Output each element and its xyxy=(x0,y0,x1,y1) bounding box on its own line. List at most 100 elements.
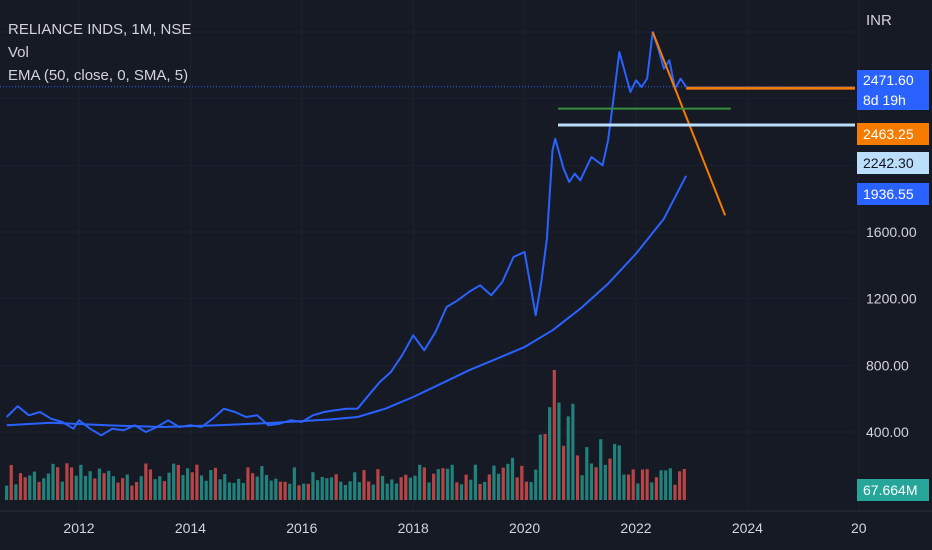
volume-bar xyxy=(339,481,343,500)
volume-bar xyxy=(367,481,371,500)
volume-bar xyxy=(682,468,686,500)
volume-bar xyxy=(125,474,129,500)
volume-bar xyxy=(557,402,561,500)
volume-bar xyxy=(250,473,255,500)
volume-bar xyxy=(315,480,320,500)
volume-bar xyxy=(608,458,612,500)
volume-bar xyxy=(441,468,445,500)
volume-bar xyxy=(343,484,348,500)
volume-bar xyxy=(274,478,278,500)
volume-bar xyxy=(380,475,385,500)
volume-bar xyxy=(654,477,659,500)
volume-bar xyxy=(46,473,50,500)
last-price-value: 2471.60 xyxy=(863,72,914,88)
volume-bar xyxy=(640,469,645,500)
volume-bar xyxy=(548,407,552,500)
volume-bar xyxy=(14,484,18,500)
volume-bar xyxy=(450,464,454,500)
volume-bar xyxy=(455,482,459,500)
volume-bar xyxy=(42,478,46,500)
light-blue-level-tag: 2242.30 xyxy=(857,152,929,174)
volume-bar xyxy=(167,472,171,500)
volume-bar xyxy=(552,370,556,500)
volume-bar xyxy=(571,403,575,500)
volume-bar xyxy=(162,481,167,500)
volume-bar xyxy=(153,479,157,500)
volume-bar xyxy=(158,476,162,500)
volume-bar xyxy=(199,475,204,500)
volume-bar xyxy=(445,468,450,500)
volume-legend[interactable]: Vol xyxy=(8,44,29,61)
volume-bar xyxy=(74,475,78,500)
volume-bar xyxy=(116,482,120,500)
volume-bar xyxy=(418,464,422,500)
volume-bar xyxy=(288,483,292,500)
ema-value-tag: 1936.55 xyxy=(857,183,929,205)
volume-bar xyxy=(561,445,566,500)
volume-bar xyxy=(520,465,524,500)
price-lines xyxy=(5,31,687,437)
volume-bar xyxy=(404,474,408,500)
volume-bar xyxy=(18,473,23,500)
volume-bar xyxy=(631,469,635,500)
symbol-title[interactable]: RELIANCE INDS, 1M, NSE xyxy=(8,21,192,38)
volume-bar xyxy=(102,473,106,500)
x-tick-label: 20 xyxy=(851,520,867,536)
volume-bar xyxy=(329,477,334,500)
volume-bar xyxy=(613,443,617,500)
volume-bar xyxy=(181,475,185,500)
volume-bar xyxy=(283,481,287,500)
volume-bar xyxy=(232,483,236,500)
y-tick-label: 1200.00 xyxy=(866,291,917,307)
x-axis[interactable]: 2012 2014 2016 2018 2020 2022 2024 20 xyxy=(63,520,866,536)
volume-bar xyxy=(213,467,218,500)
volume-bar xyxy=(148,469,153,500)
legend: RELIANCE INDS, 1M, NSE Vol EMA (50, clos… xyxy=(8,18,191,87)
volume-bar xyxy=(487,474,491,500)
volume-bar xyxy=(204,480,208,500)
volume-bar xyxy=(357,482,361,500)
volume-bar xyxy=(501,467,505,500)
last-price-tag: 2471.60 8d 19h xyxy=(857,70,929,110)
volume-bar xyxy=(172,463,176,500)
volume-bar xyxy=(292,467,296,500)
volume-bar xyxy=(469,479,473,500)
volume-bar xyxy=(636,483,640,500)
volume-bar xyxy=(515,477,519,500)
volume-bar xyxy=(506,463,510,500)
volume-bar xyxy=(575,455,580,500)
volume-bar xyxy=(603,464,607,500)
volume-bar xyxy=(334,474,338,500)
ema-line xyxy=(6,175,687,428)
volume-bar xyxy=(264,474,269,500)
volume-bar xyxy=(269,480,273,500)
volume-bar xyxy=(650,482,654,500)
currency-label[interactable]: INR xyxy=(866,12,892,29)
volume-bar xyxy=(659,470,663,500)
x-tick-label: 2024 xyxy=(732,520,763,536)
x-tick-label: 2018 xyxy=(398,520,429,536)
volume-bar xyxy=(209,470,213,500)
volume-bar xyxy=(23,477,27,500)
volume-bar xyxy=(241,483,245,500)
volume-bar xyxy=(483,481,487,500)
volume-bar xyxy=(524,481,529,500)
volume-bar xyxy=(223,474,227,500)
volume-bar xyxy=(594,467,598,500)
volume-bar xyxy=(130,485,134,500)
ema-legend[interactable]: EMA (50, close, 0, SMA, 5) xyxy=(8,67,189,84)
volume-bar xyxy=(218,479,222,500)
volume-bar xyxy=(538,434,542,500)
volume-bar xyxy=(376,469,380,500)
y-axis[interactable]: 400.00 800.00 1200.00 1600.00 xyxy=(866,224,917,440)
volume-bar xyxy=(186,468,190,500)
volume-bar xyxy=(664,470,668,500)
drawing-tools[interactable] xyxy=(0,31,855,216)
volume-bar xyxy=(617,445,621,500)
volume-bar xyxy=(585,447,589,500)
volume-bar xyxy=(362,470,366,500)
bar-countdown: 8d 19h xyxy=(863,92,906,108)
volume-bar xyxy=(348,481,352,500)
